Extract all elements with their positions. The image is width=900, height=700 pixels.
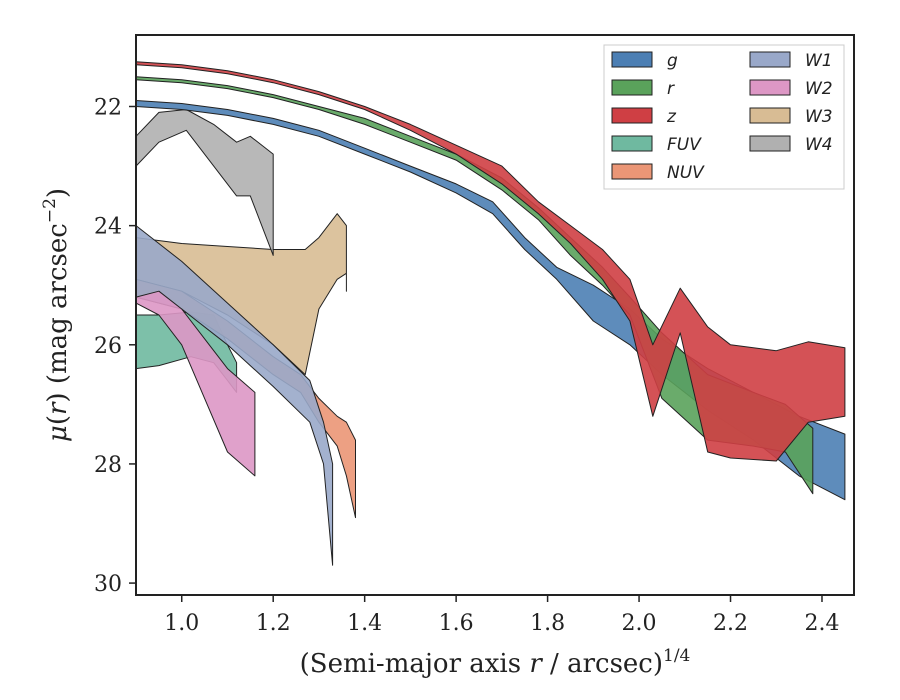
x-tick-label: 1.4 [347, 611, 382, 636]
band-z [135, 61, 846, 462]
legend-swatch-w2 [749, 79, 791, 96]
band-r [135, 76, 814, 495]
legend-swatch-nuv [611, 163, 653, 180]
ticks-layer: 1.0 1.2 1.4 1.6 1.8 2.0 2.2 2.4 22 24 26 28 30 [94, 95, 839, 636]
legend-label-w4: W4 [805, 135, 833, 155]
y-tick-label: 22 [94, 95, 122, 120]
y-axis-title: μ(r) (mag arcsec−2) [40, 188, 73, 442]
series-layer [135, 61, 846, 566]
legend: grz FUV NUV W1 W2 W3 W4 [603, 44, 845, 190]
y-tick-label: 24 [94, 215, 122, 240]
y-tick-label: 26 [94, 334, 122, 359]
band-w4 [135, 109, 274, 256]
legend-label-nuv: NUV [667, 163, 705, 183]
x-tick-label: 1.6 [439, 611, 474, 636]
x-tick-label: 2.4 [804, 611, 839, 636]
legend-label-w1: W1 [805, 51, 833, 71]
y-tick-label: 30 [94, 572, 122, 597]
legend-label-w3: W3 [805, 107, 833, 127]
legend-swatch-fuv [611, 135, 653, 152]
x-tick-label: 1.8 [530, 611, 565, 636]
band-w2 [135, 290, 256, 477]
y-tick-label: 28 [94, 453, 122, 478]
legend-swatch-g [611, 51, 653, 68]
legend-swatch-r [611, 79, 653, 96]
x-axis-title: (Semi-major axis r / arcsec)1/4 [300, 646, 691, 679]
legend-label-z: z [666, 107, 677, 127]
x-tick-label: 2.0 [622, 611, 657, 636]
legend-label-w2: W2 [805, 79, 833, 99]
legend-label-fuv: FUV [667, 135, 702, 155]
legend-swatch-w4 [749, 135, 791, 152]
x-tick-label: 1.0 [164, 611, 199, 636]
x-tick-label: 2.2 [713, 611, 748, 636]
legend-swatch-w3 [749, 107, 791, 124]
band-g [135, 100, 846, 501]
band-w1 [135, 225, 334, 566]
legend-swatch-z [611, 107, 653, 124]
x-tick-label: 1.2 [256, 611, 291, 636]
legend-label-g: g [667, 51, 678, 71]
legend-label-r: r [667, 79, 675, 99]
legend-swatch-w1 [749, 51, 791, 68]
plot-frame [135, 34, 855, 596]
